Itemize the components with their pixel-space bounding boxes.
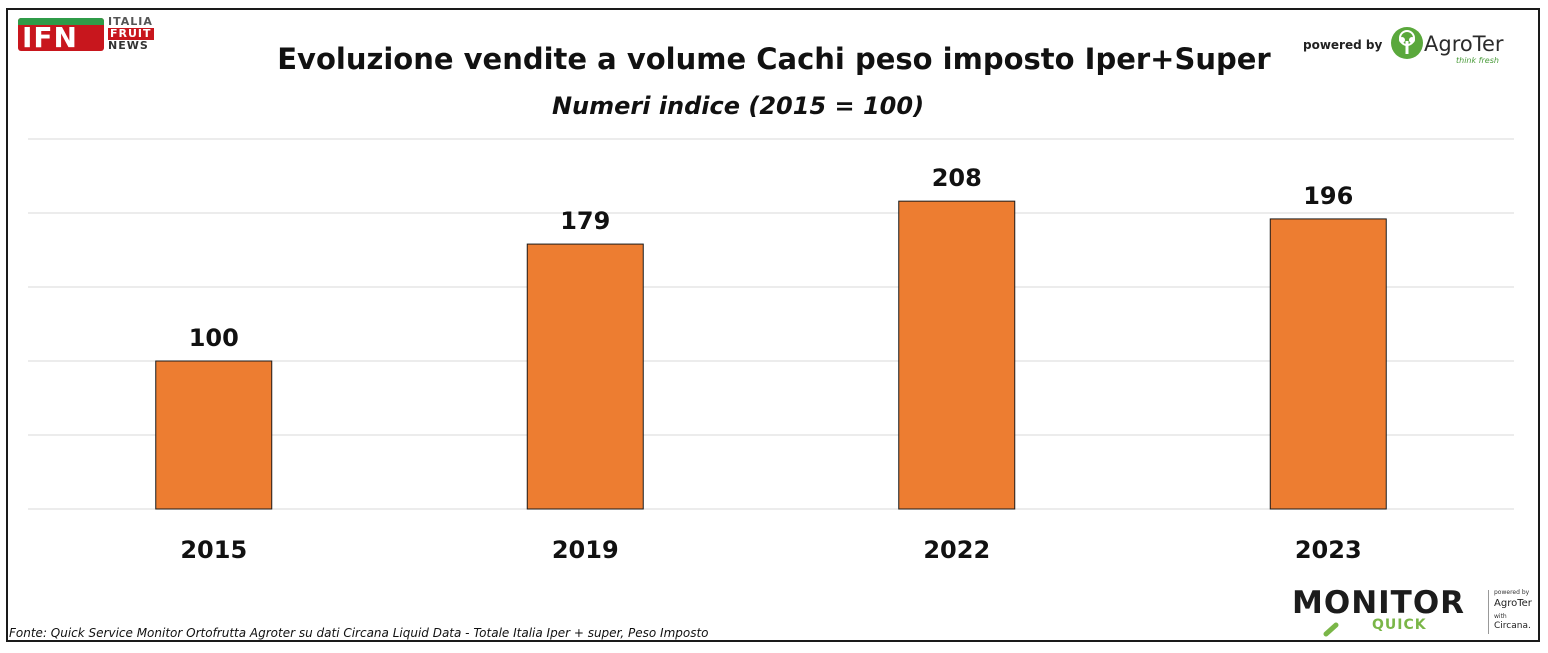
data-label-2019: 179 — [560, 207, 610, 235]
agroter-logo: AgroTer think fresh — [1390, 26, 1515, 65]
monitor-circana: Circana. — [1494, 621, 1531, 631]
bar-2023 — [1269, 218, 1387, 510]
x-tick-label-2022: 2022 — [923, 536, 990, 564]
x-tick-label-2023: 2023 — [1295, 536, 1362, 564]
bar-2015 — [155, 360, 273, 510]
bar-2022 — [898, 200, 1016, 510]
data-label-2023: 196 — [1303, 182, 1353, 210]
x-tick-label-2019: 2019 — [552, 536, 619, 564]
data-label-2022: 208 — [932, 164, 982, 192]
monitor-wordmark: MONITOR — [1292, 585, 1466, 621]
monitor-powered-by: powered by — [1494, 589, 1530, 596]
ifn-logo-text: IFN — [22, 21, 78, 52]
monitor-agroter: AgroTer — [1494, 598, 1532, 609]
x-tick-label-2015: 2015 — [180, 536, 247, 564]
agroter-tagline: think fresh — [1456, 56, 1499, 65]
chart-title: Evoluzione vendite a volume Cachi peso i… — [277, 42, 1271, 76]
ifn-logo-wordmark: ITALIA FRUIT NEWS — [108, 15, 154, 52]
bar-2019 — [526, 243, 644, 510]
ifn-logo-mark: IFN — [18, 18, 104, 51]
magnifier-icon — [1323, 622, 1339, 637]
ifn-logo: IFN ITALIA FRUIT NEWS — [18, 16, 163, 56]
data-label-2015: 100 — [189, 324, 239, 352]
monitor-quick-label: QUICK — [1372, 617, 1427, 633]
chart-subtitle: Numeri indice (2015 = 100) — [551, 92, 925, 120]
source-note: Fonte: Quick Service Monitor Ortofrutta … — [9, 626, 709, 640]
monitor-quick-logo: MONITOR QUICK powered by AgroTer with Ci… — [1292, 586, 1542, 638]
tree-icon — [1391, 27, 1423, 59]
agroter-wordmark: AgroTer — [1424, 32, 1504, 56]
monitor-with: with — [1494, 613, 1507, 620]
powered-by-label: powered by — [1303, 38, 1383, 52]
monitor-divider — [1488, 590, 1489, 634]
